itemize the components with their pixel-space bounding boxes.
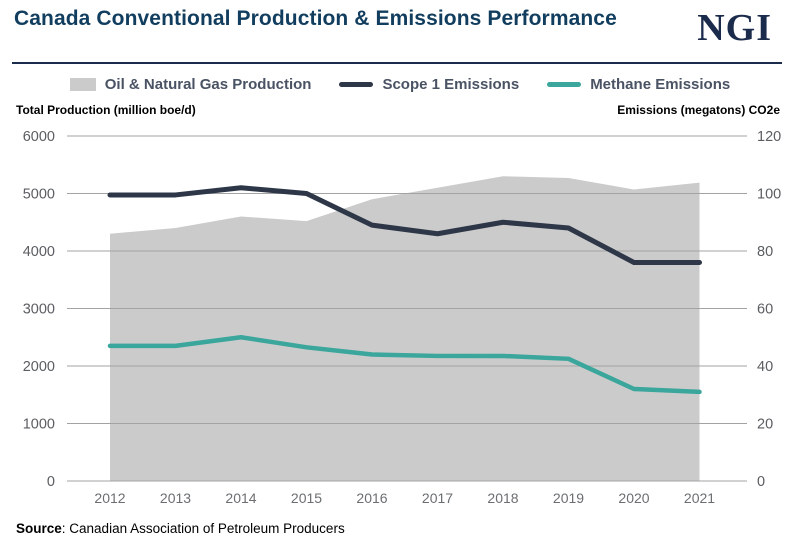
legend-label: Oil & Natural Gas Production [104,76,312,93]
x-tick: 2018 [487,490,518,506]
production-area-swatch-icon [69,78,96,91]
y-tick-left: 1000 [23,417,55,433]
y-tick-left: 6000 [23,129,55,145]
x-tick: 2013 [160,490,191,506]
header-divider [12,62,782,64]
x-tick: 2017 [422,490,453,506]
scope1-line-swatch-icon [339,82,374,87]
y-tick-left: 0 [47,474,55,490]
y-tick-right: 40 [757,359,773,375]
legend-label: Scope 1 Emissions [382,76,520,93]
x-tick: 2020 [618,490,649,506]
y-tick-right: 120 [757,129,781,145]
page-title: Canada Conventional Production & Emissio… [14,7,617,30]
chart-legend: Oil & Natural Gas Production Scope 1 Emi… [0,76,800,93]
x-tick: 2019 [553,490,584,506]
x-tick: 2015 [291,490,322,506]
legend-label: Methane Emissions [590,76,731,93]
x-tick: 2021 [684,490,715,506]
legend-item-scope1: Scope 1 Emissions [339,76,519,93]
y-tick-right: 20 [757,417,773,433]
x-tick: 2014 [225,490,256,506]
left-axis-caption: Total Production (million boe/d) [16,103,196,117]
y-tick-right: 60 [757,302,773,318]
right-axis-caption: Emissions (megatons) CO2e [617,103,780,117]
source-text: : Canadian Association of Petroleum Prod… [61,521,345,536]
axis-captions: Total Production (million boe/d) Emissio… [16,103,780,117]
legend-item-methane: Methane Emissions [547,76,730,93]
y-tick-right: 0 [757,474,765,490]
ngi-logo: NGI [697,7,772,49]
methane-line-swatch-icon [547,82,582,87]
y-tick-left: 3000 [23,302,55,318]
legend-item-production: Oil & Natural Gas Production [69,76,312,93]
source-note: Source: Canadian Association of Petroleu… [16,521,345,536]
methane-emissions-line [107,335,702,395]
y-tick-left: 2000 [23,359,55,375]
production-area [110,176,700,481]
y-tick-left: 4000 [23,244,55,260]
x-tick: 2016 [356,490,387,506]
y-tick-right: 80 [757,244,773,260]
scope-1-emissions-line [107,185,702,265]
y-tick-left: 5000 [23,187,55,203]
chart-plot-area: 0 0 1000 20 2000 40 3000 60 4000 80 5000 100 6000 120… [23,129,781,506]
source-prefix: Source [16,521,62,536]
x-tick: 2012 [94,490,125,506]
y-tick-right: 100 [757,187,781,203]
